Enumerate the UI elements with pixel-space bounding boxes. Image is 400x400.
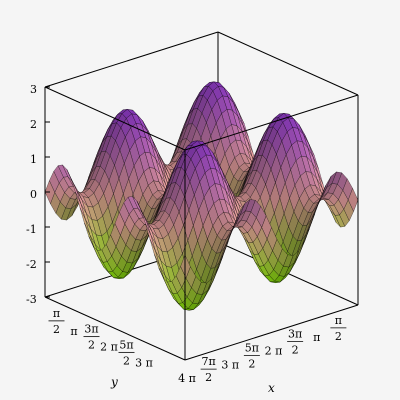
z-tick-label: -2: [26, 258, 37, 271]
box-edge: [44, 31, 219, 88]
y-tick-label: 2: [88, 339, 95, 352]
z-tick-label: 2: [30, 118, 37, 131]
y-tick-label: π: [53, 307, 60, 320]
z-tick-label: 3: [30, 83, 37, 96]
x-axis: 4 π 7π 2 3 π 5π 2 2 π 3π 2 π π 2: [178, 314, 347, 385]
y-tick-label: 3 π: [135, 356, 153, 369]
z-tick-label: -3: [26, 293, 37, 306]
plot-box-front: [44, 31, 359, 361]
y-tick-label: 3π: [84, 323, 98, 336]
y-axis-title: y: [110, 375, 118, 389]
y-tick-label: 2 π: [100, 341, 118, 354]
x-tick-label: 5π: [245, 341, 259, 354]
x-tick-label: 3 π: [221, 358, 239, 371]
x-tick-label: 2: [205, 371, 212, 384]
x-tick-label: 4 π: [178, 372, 196, 385]
y-tick-label: π: [70, 325, 77, 338]
box-edge: [184, 94, 359, 151]
y-tick-label: 5π: [119, 338, 133, 351]
z-tick-label: -1: [26, 223, 37, 236]
box-edge: [44, 86, 186, 151]
x-tick-label: 2 π: [265, 345, 283, 358]
x-tick-label: 3π: [288, 328, 302, 341]
box-edge: [217, 31, 359, 96]
x-tick-label: 7π: [202, 355, 216, 368]
z-tick-label: 0: [30, 188, 37, 201]
y-tick-label: 2: [53, 323, 60, 336]
box-edge: [184, 304, 359, 361]
x-tick-label: π: [313, 331, 320, 344]
x-tick-label: 2: [292, 344, 299, 357]
x-tick-label: 2: [248, 357, 255, 370]
y-tick-label: 2: [123, 354, 130, 367]
x-tick-label: π: [335, 314, 342, 327]
x-tick-label: 2: [335, 330, 342, 343]
surface-mesh: [44, 81, 359, 311]
x-axis-title: x: [268, 381, 275, 395]
z-tick-label: 1: [30, 153, 37, 166]
z-axis: 3 2 1 0 -1 -2 -3: [26, 83, 50, 306]
box-edge: [44, 296, 186, 361]
y-axis: π2 π 3π2 2 π 5π2 3 π: [48, 307, 153, 369]
